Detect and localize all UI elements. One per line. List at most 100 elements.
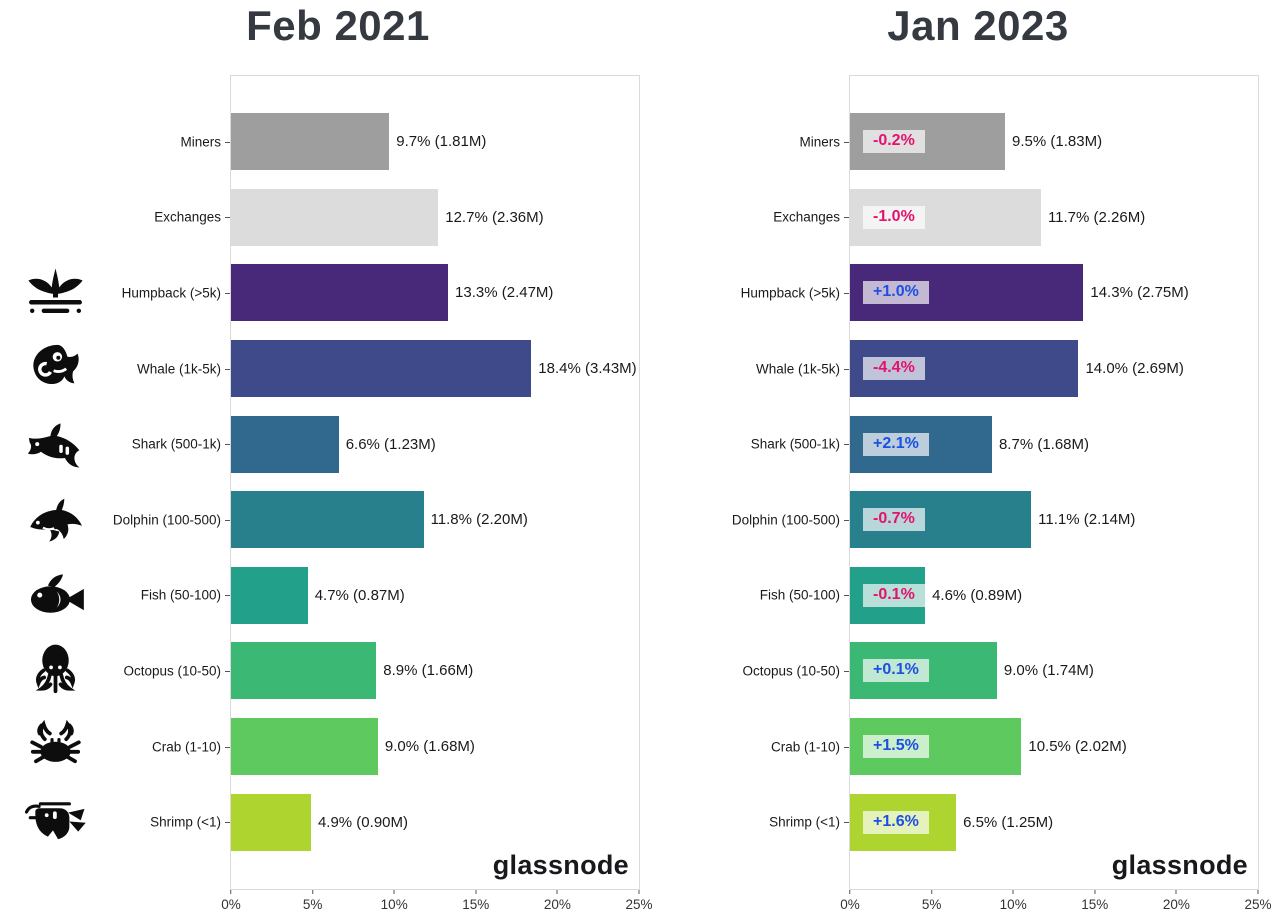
category-tick xyxy=(225,217,230,219)
shrimp-icon xyxy=(12,790,98,853)
category-label: Fish (50-100) xyxy=(759,587,840,603)
x-tick-mark xyxy=(393,890,395,894)
category-tick xyxy=(844,217,849,219)
value-label: 8.7% (1.68M) xyxy=(998,435,1090,453)
bar-row: Dolphin (100-500) -0.7% 11.1% (2.14M) xyxy=(732,482,1258,558)
octopus-icon xyxy=(12,639,98,702)
x-tick: 20% xyxy=(544,890,571,914)
x-tick-label: 15% xyxy=(462,897,490,912)
bar xyxy=(231,642,377,700)
chart-panel-jan-2023: Jan 2023 Miners -0.2% 9.5% (1.83M) Exchange… xyxy=(640,0,1280,920)
chart-title-jan-2023: Jan 2023 xyxy=(887,2,1069,49)
category-label: Octopus (10-50) xyxy=(123,663,221,679)
x-tick-label: 0% xyxy=(221,897,241,912)
category-tick xyxy=(225,519,230,521)
change-badge: +1.5% xyxy=(863,735,929,759)
shark-icon xyxy=(12,412,98,475)
change-badge: -0.7% xyxy=(863,508,925,532)
humpback-tail-icon xyxy=(12,261,98,324)
value-label: 6.5% (1.25M) xyxy=(963,813,1054,831)
change-badge: +2.1% xyxy=(863,432,929,456)
x-tick-mark xyxy=(230,890,232,894)
bar xyxy=(231,566,308,624)
bar-rows: Miners -0.2% 9.5% (1.83M) Exchanges -1.0% 11.… xyxy=(732,76,1258,860)
bar-row: Crab (1-10) +1.5% 10.5% (2.02M) xyxy=(771,709,1258,785)
x-tick-label: 5% xyxy=(921,897,942,912)
value-label: 4.6% (0.89M) xyxy=(932,586,1023,604)
x-tick-label: 25% xyxy=(625,897,653,912)
chart-title-feb-2021: Feb 2021 xyxy=(246,2,430,49)
value-label: 4.9% (0.90M) xyxy=(317,813,408,831)
x-tick: 25% xyxy=(1244,890,1272,914)
category-label: Whale (1k-5k) xyxy=(755,361,840,377)
bar-row: Shark (500-1k) 6.6% (1.23M) xyxy=(132,406,639,482)
glassnode-logo: glassnode xyxy=(1111,850,1248,880)
bar: +1.5% xyxy=(850,718,1022,776)
crab-icon xyxy=(12,714,98,777)
x-tick: 5% xyxy=(303,890,322,914)
x-tick-label: 20% xyxy=(1162,897,1190,912)
fish-icon xyxy=(12,563,98,626)
bar xyxy=(231,113,390,171)
x-tick-label: 0% xyxy=(840,897,860,912)
x-tick-mark xyxy=(1175,890,1177,894)
x-axis: 0% 5% 10% 15% 20% 25% xyxy=(221,890,653,916)
chart-panel-feb-2021: Feb 2021 Miners 9.7% (1.81M) Exchanges 12.7… xyxy=(113,2,653,912)
category-tick xyxy=(844,368,849,370)
value-label: 18.4% (3.43M) xyxy=(538,360,637,378)
x-tick: 10% xyxy=(1000,890,1027,914)
bar-row: Crab (1-10) 9.0% (1.68M) xyxy=(152,709,639,785)
x-tick-mark xyxy=(1257,890,1259,894)
x-tick-mark xyxy=(638,890,640,894)
bar xyxy=(231,188,439,246)
glassnode-logo: glassnode xyxy=(492,850,629,880)
bar: -1.0% xyxy=(850,188,1041,246)
category-tick xyxy=(225,670,230,672)
bar xyxy=(231,340,532,398)
x-tick: 15% xyxy=(1081,890,1108,914)
bar-row: Shrimp (<1) +1.6% 6.5% (1.25M) xyxy=(769,784,1258,860)
bar: -0.7% xyxy=(850,491,1032,549)
whale-icon xyxy=(12,336,98,399)
category-label: Shrimp (<1) xyxy=(769,814,840,830)
x-tick-mark xyxy=(1094,890,1096,894)
x-axis: 0% 5% 10% 15% 20% 25% xyxy=(840,890,1272,916)
dolphin-icon xyxy=(12,488,98,551)
category-label: Humpback (>5k) xyxy=(121,285,221,301)
bar-row: Shrimp (<1) 4.9% (0.90M) xyxy=(150,784,639,860)
category-label: Humpback (>5k) xyxy=(740,285,840,301)
bar xyxy=(231,264,449,322)
x-tick-mark xyxy=(556,890,558,894)
bar xyxy=(231,491,424,549)
value-label: 6.6% (1.23M) xyxy=(345,435,436,453)
change-badge: -4.4% xyxy=(863,357,925,381)
category-tick xyxy=(225,141,230,143)
category-label: Miners xyxy=(180,134,221,150)
category-tick xyxy=(844,822,849,824)
bar: +2.1% xyxy=(850,415,992,473)
category-label: Dolphin (100-500) xyxy=(112,512,221,528)
category-tick xyxy=(844,444,849,446)
value-label: 10.5% (2.02M) xyxy=(1028,738,1127,756)
bar-row: Humpback (>5k) +1.0% 14.3% (2.75M) xyxy=(741,255,1258,331)
x-tick-label: 20% xyxy=(543,897,571,912)
x-tick: 5% xyxy=(921,890,942,914)
category-label: Shrimp (<1) xyxy=(150,814,221,830)
bar xyxy=(231,415,339,473)
bar xyxy=(231,718,378,776)
category-tick xyxy=(844,670,849,672)
bar-row: Octopus (10-50) 8.9% (1.66M) xyxy=(123,633,639,709)
category-tick xyxy=(844,746,849,748)
value-label: 4.7% (0.87M) xyxy=(314,586,405,604)
change-badge: -0.1% xyxy=(863,583,925,607)
value-label: 9.7% (1.81M) xyxy=(396,133,487,151)
category-label: Octopus (10-50) xyxy=(742,663,840,679)
plot-area-feb-2021: Miners 9.7% (1.81M) Exchanges 12.7% (2.36M)… xyxy=(113,75,653,912)
bar-row: Whale (1k-5k) 18.4% (3.43M) xyxy=(137,331,639,407)
category-label: Shark (500-1k) xyxy=(131,436,221,452)
bar-row: Exchanges -1.0% 11.7% (2.26M) xyxy=(773,180,1258,256)
value-label: 12.7% (2.36M) xyxy=(445,208,544,226)
value-label: 14.3% (2.75M) xyxy=(1090,284,1189,302)
category-tick xyxy=(225,292,230,294)
x-tick: 15% xyxy=(462,890,489,914)
